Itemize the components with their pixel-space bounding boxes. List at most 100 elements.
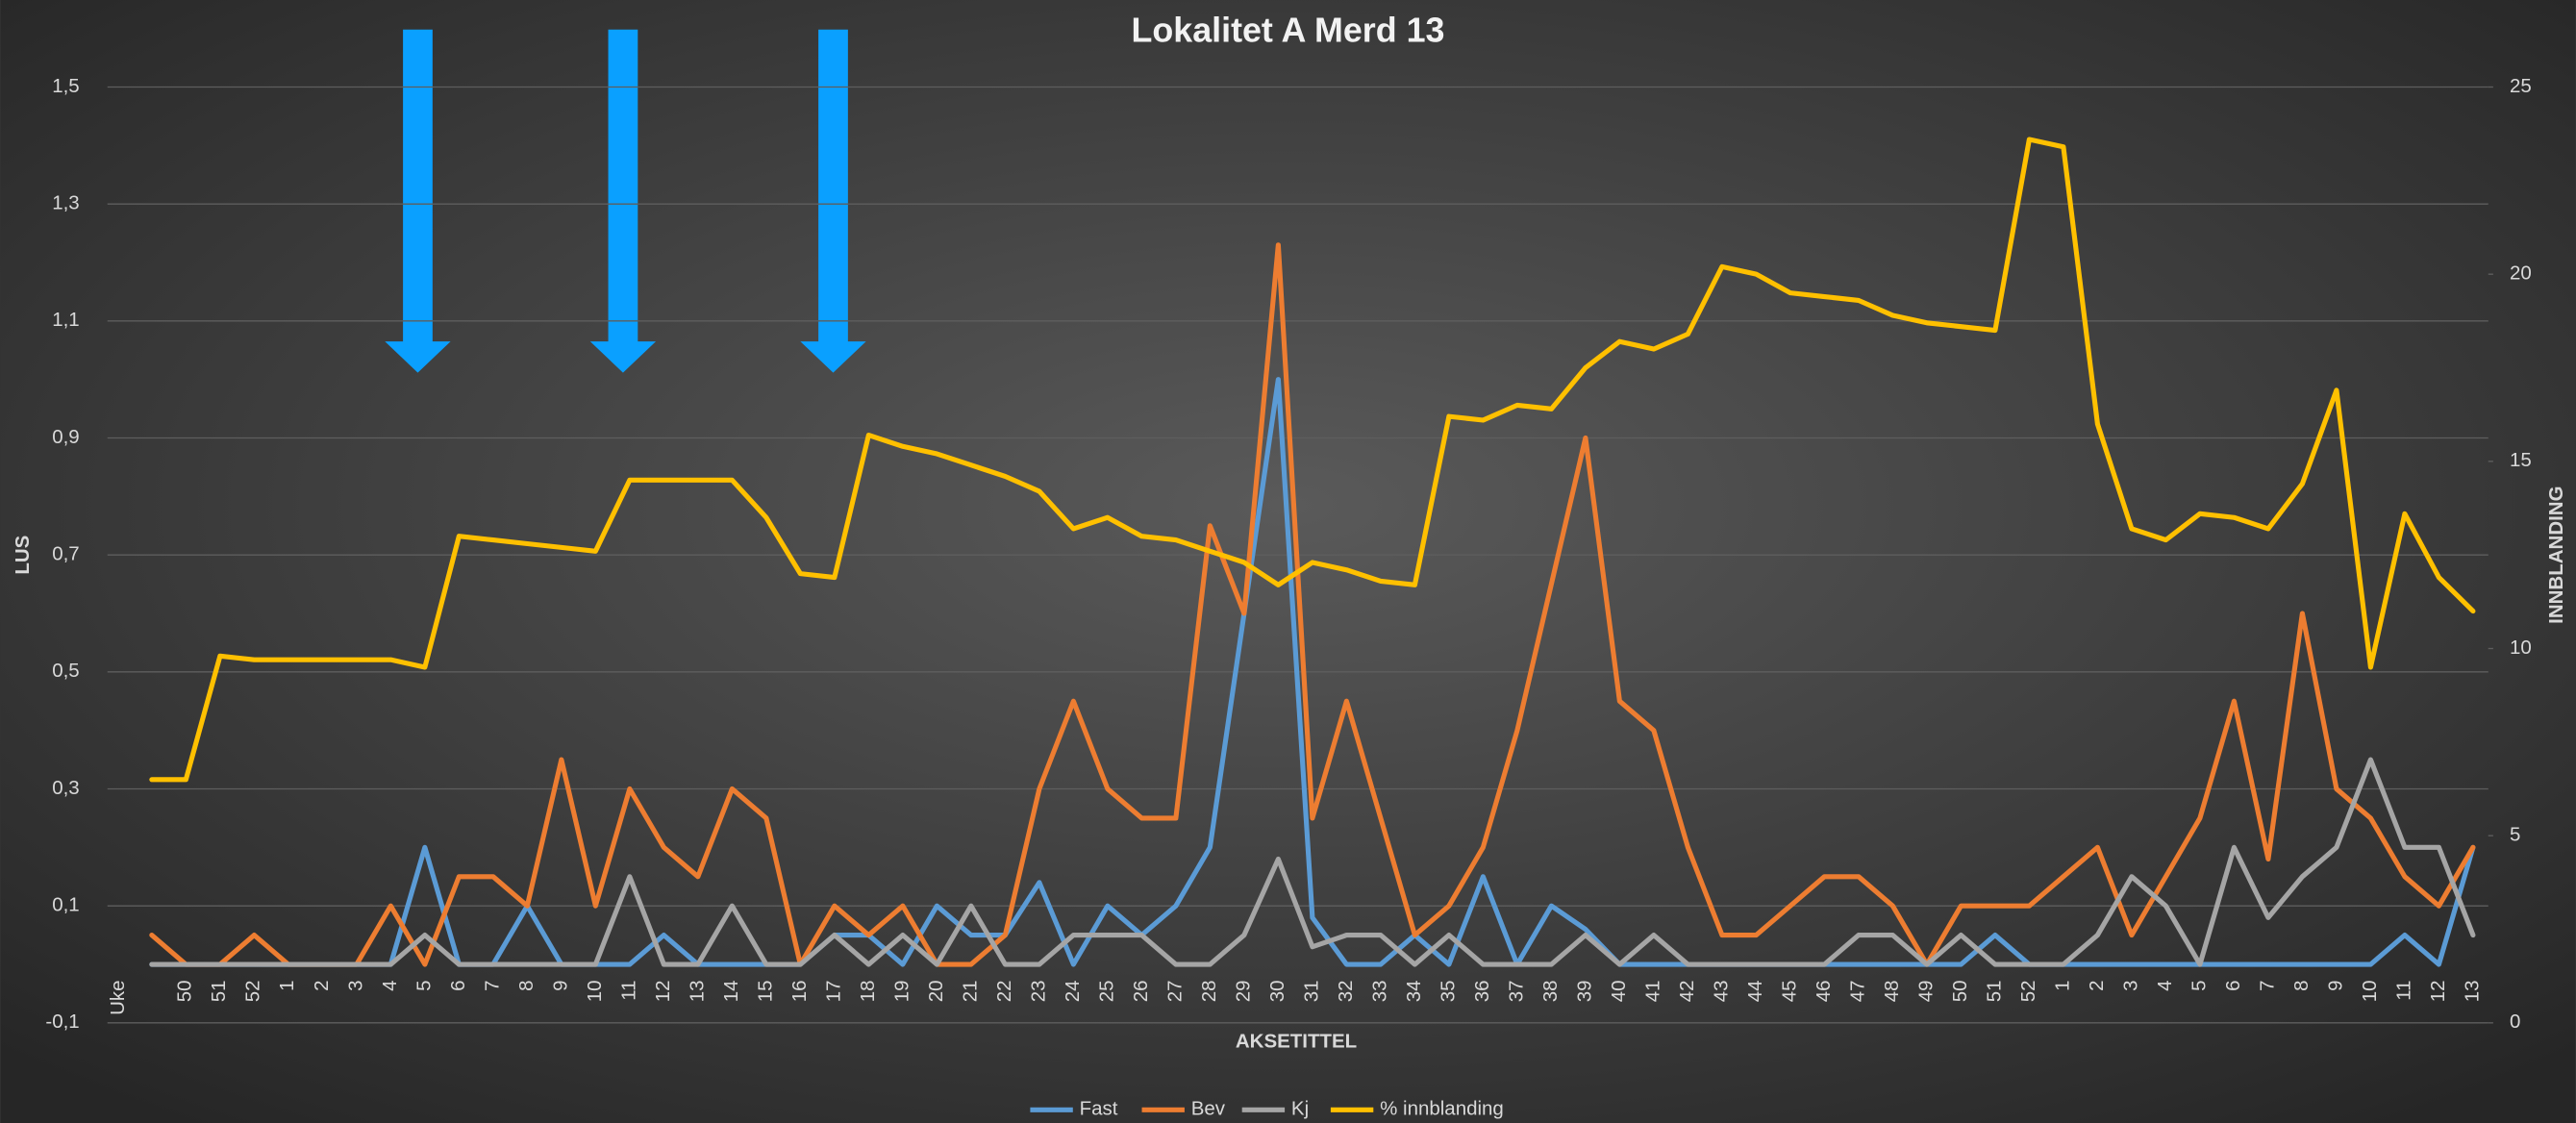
x-tick-label: 51 — [208, 980, 230, 1002]
x-tick-label: 20 — [925, 980, 947, 1002]
y-tick-label: 1,5 — [52, 75, 79, 97]
x-tick-label: 14 — [720, 980, 742, 1002]
arrows — [385, 29, 866, 373]
x-tick-label: 16 — [788, 980, 811, 1002]
x-tick-label: 18 — [857, 980, 879, 1002]
x-tick-label: 34 — [1403, 980, 1425, 1002]
x-tick-label: 13 — [2461, 980, 2483, 1002]
x-tick-label: 15 — [754, 980, 776, 1002]
x-tick-label: 23 — [1027, 980, 1049, 1002]
legend-label: Bev — [1191, 1098, 1226, 1120]
legend-label: Kj — [1291, 1098, 1309, 1120]
x-tick-label: 52 — [2017, 980, 2039, 1002]
y2-tick-label: 10 — [2510, 636, 2532, 659]
x-tick-label: 8 — [2290, 980, 2313, 990]
x-tick-label: 19 — [890, 980, 913, 1002]
x-tick-label: 33 — [1368, 980, 1390, 1002]
x-tick-label: 25 — [1095, 980, 1117, 1002]
arrow — [589, 29, 657, 373]
line-series — [149, 757, 2476, 967]
x-tick-label: 5 — [2188, 980, 2210, 990]
x-tick-label: 36 — [1471, 980, 1493, 1002]
y2-tick-label: 0 — [2510, 1011, 2520, 1033]
x-tick-label: 32 — [1335, 980, 1357, 1002]
y-tick-label: 1,3 — [52, 192, 79, 214]
x-tick-label: 2 — [2086, 980, 2108, 990]
x-tick-label: 44 — [1744, 980, 1766, 1002]
x-tick-label: 27 — [1163, 980, 1186, 1002]
x-tick-label: 4 — [2154, 980, 2176, 990]
x-tick-label: 37 — [1505, 980, 1527, 1002]
x-tick-label: 40 — [1608, 980, 1630, 1002]
x-tick-label: 21 — [959, 980, 981, 1002]
x-tick-label: 46 — [1813, 980, 1835, 1002]
x-tick-label: 13 — [686, 980, 708, 1002]
x-tick-label: 4 — [379, 980, 401, 990]
line-series — [149, 377, 2476, 967]
x-tick-label: 17 — [822, 980, 844, 1002]
x-tick-label: 38 — [1539, 980, 1562, 1002]
x-tick-label: 6 — [447, 980, 469, 990]
x-tick-label: 30 — [1266, 980, 1288, 1002]
x-tick-label: 3 — [344, 980, 366, 990]
x-tick-label: 39 — [1573, 980, 1595, 1002]
y-tick-label: 0,9 — [52, 426, 79, 448]
x-tick-label: 6 — [2222, 980, 2244, 990]
legend-label: % innblanding — [1380, 1098, 1504, 1120]
x-tick-label: 49 — [1914, 980, 1937, 1002]
x-tick-label: 41 — [1641, 980, 1663, 1002]
x-tick-label: 10 — [2359, 980, 2381, 1002]
x-tick-label: 1 — [2051, 980, 2073, 990]
x-tick-label: 31 — [1300, 980, 1322, 1002]
line-series — [149, 137, 2476, 783]
y-tick-label: 0,5 — [52, 660, 79, 682]
x-tick-label: 42 — [1676, 980, 1698, 1002]
y-tick-label: 0,1 — [52, 894, 79, 916]
x-tick-label: 24 — [1062, 980, 1084, 1002]
y2-tick-label: 25 — [2510, 75, 2532, 97]
x-tick-label: 26 — [1130, 980, 1152, 1002]
x-tick-label: 35 — [1437, 980, 1459, 1002]
x-tick-label: 9 — [549, 980, 571, 990]
x-tick-label: 7 — [2256, 980, 2278, 990]
x-tick-label: 1 — [276, 980, 298, 990]
x-tick-label: 51 — [1983, 980, 2005, 1002]
y2-tick-label: 5 — [2510, 824, 2520, 846]
y-tick-label: 0,7 — [52, 543, 79, 565]
x-tick-label: 8 — [515, 980, 538, 990]
x-tick-label: 47 — [1846, 980, 1868, 1002]
y-tick-label: 1,1 — [52, 309, 79, 331]
x-tick-label: 9 — [2324, 980, 2346, 990]
x-tick-label: Uke — [107, 980, 129, 1014]
x-tick-label: 52 — [242, 980, 264, 1002]
line-series — [149, 242, 2476, 967]
y2-axis-title: INNBLANDING — [2545, 486, 2567, 623]
x-tick-label: 10 — [584, 980, 606, 1002]
legend-label: Fast — [1080, 1098, 1118, 1120]
x-tick-label: 29 — [1232, 980, 1254, 1002]
x-axis-title: AKSETITTEL — [1236, 1031, 1357, 1053]
x-tick-label: 28 — [1198, 980, 1220, 1002]
x-tick-label: 11 — [617, 980, 639, 1000]
y2-tick-label: 20 — [2510, 262, 2532, 285]
x-tick-label: 48 — [1881, 980, 1903, 1002]
x-tick-label: 22 — [993, 980, 1015, 1002]
x-tick-label: 3 — [2119, 980, 2141, 990]
x-tick-label: 7 — [481, 980, 503, 990]
x-tick-label: 45 — [1778, 980, 1800, 1002]
y2-tick-label: 15 — [2510, 449, 2532, 471]
x-tick-label: 12 — [2427, 980, 2449, 1002]
y-tick-label: 0,3 — [52, 777, 79, 799]
x-tick-label: 11 — [2392, 980, 2414, 1000]
x-tick-label: 50 — [174, 980, 196, 1002]
chart-title: Lokalitet A Merd 13 — [1132, 12, 1445, 50]
y-tick-label: -0,1 — [45, 1011, 79, 1033]
arrow — [800, 29, 866, 373]
x-tick-label: 2 — [311, 980, 333, 990]
x-tick-label: 12 — [652, 980, 674, 1002]
x-tick-label: 5 — [413, 980, 435, 990]
arrow — [385, 29, 451, 373]
x-tick-label: 43 — [1710, 980, 1732, 1002]
